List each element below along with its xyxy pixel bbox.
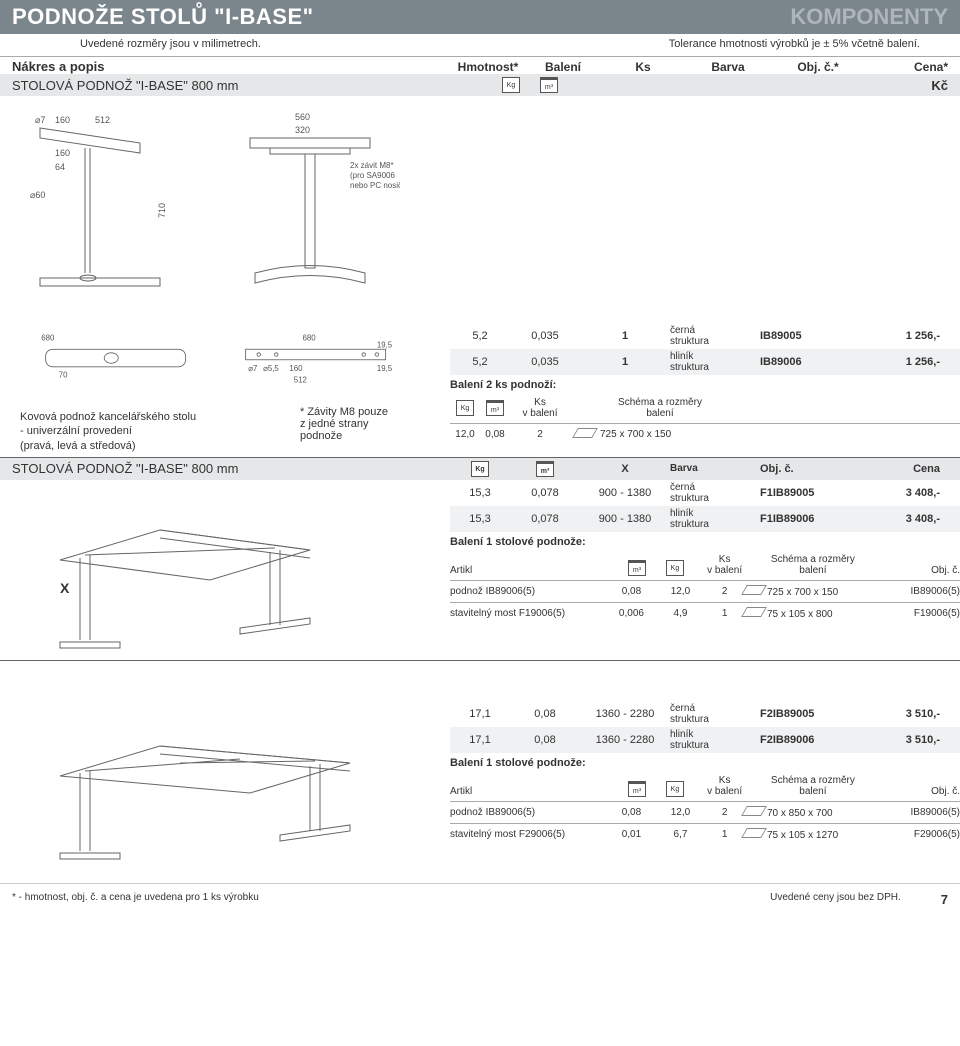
col-barva: Barva xyxy=(670,463,760,474)
packing2-header: Artikl Ks v balení Schéma a rozměry bale… xyxy=(450,552,960,578)
svg-text:560: 560 xyxy=(295,112,310,122)
page-number: 7 xyxy=(941,892,948,907)
page-header: PODNOŽE STOLŮ "I-BASE" KOMPONENTY xyxy=(0,0,960,34)
data-row: 17,1 0,08 1360 - 2280 černá struktura F2… xyxy=(450,701,960,727)
artikl-row: stavitelný most F19006(5) 0,006 4,9 1 75… xyxy=(450,605,960,622)
drawing-area-1: ⌀7 160 512 160 64 ⌀60 710 560 320 2x záv… xyxy=(0,96,960,323)
sub-left: Uvedené rozměry jsou v milimetrech. xyxy=(80,38,261,50)
data-row: 15,3 0,078 900 - 1380 černá struktura F1… xyxy=(450,480,960,506)
data-row: 5,2 0,035 1 černá struktura IB89005 1 25… xyxy=(450,323,960,349)
svg-text:64: 64 xyxy=(55,162,65,172)
frame-drawing-1 xyxy=(40,500,340,660)
th-obj: Obj. č.* xyxy=(768,60,868,74)
packing3-header: Artikl Ks v balení Schéma a rozměry bale… xyxy=(450,773,960,799)
footer-left: * - hmotnost, obj. č. a cena je uvedena … xyxy=(12,892,259,907)
box-icon xyxy=(741,828,767,838)
box-icon xyxy=(741,607,767,617)
section2-title-row: STOLOVÁ PODNOŽ "I-BASE" 800 mm X Barva O… xyxy=(0,458,960,480)
col-x: X xyxy=(580,463,670,475)
svg-text:512: 512 xyxy=(95,115,110,125)
page-footer: * - hmotnost, obj. č. a cena je uvedena … xyxy=(0,883,960,915)
box-icon xyxy=(741,806,767,816)
m3-icon xyxy=(540,77,558,93)
svg-text:⌀7: ⌀7 xyxy=(35,115,45,125)
svg-text:(pro SA9006: (pro SA9006 xyxy=(350,171,395,180)
data-row: 17,1 0,08 1360 - 2280 hliník struktura F… xyxy=(450,727,960,753)
box-icon xyxy=(572,428,598,438)
svg-text:160: 160 xyxy=(289,364,303,373)
svg-text:320: 320 xyxy=(295,125,310,135)
section1-kc: Kč xyxy=(868,78,948,93)
m3-icon xyxy=(536,461,554,477)
artikl-row: stavitelný most F29006(5) 0,01 6,7 1 75 … xyxy=(450,826,960,843)
svg-text:19,5: 19,5 xyxy=(377,341,393,350)
svg-text:19,5: 19,5 xyxy=(377,364,393,373)
packing1-row: 12,0 0,08 2 725 x 700 x 150 xyxy=(450,426,960,443)
section1-title: STOLOVÁ PODNOŽ "I-BASE" 800 mm xyxy=(12,78,502,93)
foot-top-drawing: 680 70 xyxy=(20,323,220,393)
th-hmotnost: Hmotnost* xyxy=(448,60,528,74)
section2-title: STOLOVÁ PODNOŽ "I-BASE" 800 mm xyxy=(0,458,450,480)
svg-text:⌀60: ⌀60 xyxy=(30,190,45,200)
svg-text:160: 160 xyxy=(55,148,70,158)
th-cena: Cena* xyxy=(868,60,948,74)
kg-icon xyxy=(666,560,684,576)
artikl-row: podnož IB89006(5) 0,08 12,0 2 70 x 850 x… xyxy=(450,804,960,821)
kg-icon xyxy=(502,77,520,93)
leg-front-drawing: 560 320 2x závit M8* (pro SA9006 nebo PC… xyxy=(220,108,400,308)
sub-header: Uvedené rozměry jsou v milimetrech. Tole… xyxy=(0,34,960,54)
packing1-header: Ks v balení Schéma a rozměry balení xyxy=(450,395,960,421)
header-right: KOMPONENTY xyxy=(790,4,948,30)
m3-icon xyxy=(628,781,646,797)
col-cena: Cena xyxy=(860,463,940,475)
box-icon xyxy=(741,585,767,595)
packing2-title: Balení 1 stolové podnože: xyxy=(450,532,960,552)
svg-text:⌀7: ⌀7 xyxy=(248,364,257,373)
data-row: 15,3 0,078 900 - 1380 hliník struktura F… xyxy=(450,506,960,532)
leg-side-drawing: ⌀7 160 512 160 64 ⌀60 710 xyxy=(20,108,220,308)
svg-text:680: 680 xyxy=(41,334,55,343)
rail-drawing: 680 ⌀7 ⌀5,5 160 19,5 512 19,5 xyxy=(220,323,420,393)
table-header: Nákres a popis Hmotnost* Balení Ks Barva… xyxy=(0,59,960,74)
svg-text:nebo PC nosič): nebo PC nosič) xyxy=(350,181,400,190)
frame-drawing-2 xyxy=(40,711,380,871)
footer-right: Uvedené ceny jsou bez DPH. xyxy=(770,892,901,907)
desc-block: Kovová podnož kancelářského stolu - univ… xyxy=(20,406,280,457)
svg-text:2x závit M8*: 2x závit M8* xyxy=(350,161,394,170)
sub-right: Tolerance hmotnosti výrobků je ± 5% včet… xyxy=(669,38,920,50)
th-ks: Ks xyxy=(598,60,688,74)
kg-icon xyxy=(471,461,489,477)
svg-text:70: 70 xyxy=(59,370,68,379)
packing3-title: Balení 1 stolové podnože: xyxy=(450,753,960,773)
m3-icon xyxy=(486,400,504,416)
kg-icon xyxy=(456,400,474,416)
svg-text:512: 512 xyxy=(294,376,307,385)
th-baleni: Balení xyxy=(528,60,598,74)
svg-text:680: 680 xyxy=(303,334,317,343)
th-nakres: Nákres a popis xyxy=(12,59,448,74)
header-title: PODNOŽE STOLŮ "I-BASE" xyxy=(12,4,314,30)
kg-icon xyxy=(666,781,684,797)
svg-text:160: 160 xyxy=(55,115,70,125)
th-barva: Barva xyxy=(688,60,768,74)
section1-title-row: STOLOVÁ PODNOŽ "I-BASE" 800 mm Kč xyxy=(0,74,960,96)
col-obj: Obj. č. xyxy=(760,463,860,475)
svg-text:⌀5,5: ⌀5,5 xyxy=(263,364,279,373)
artikl-row: podnož IB89006(5) 0,08 12,0 2 725 x 700 … xyxy=(450,583,960,600)
data-row: 5,2 0,035 1 hliník struktura IB89006 1 2… xyxy=(450,349,960,375)
m3-icon xyxy=(628,560,646,576)
packing1-title: Balení 2 ks podnoží: xyxy=(450,375,960,395)
svg-text:710: 710 xyxy=(157,203,167,218)
desc-right: * Závity M8 pouze z jedné strany podnože xyxy=(280,406,440,457)
